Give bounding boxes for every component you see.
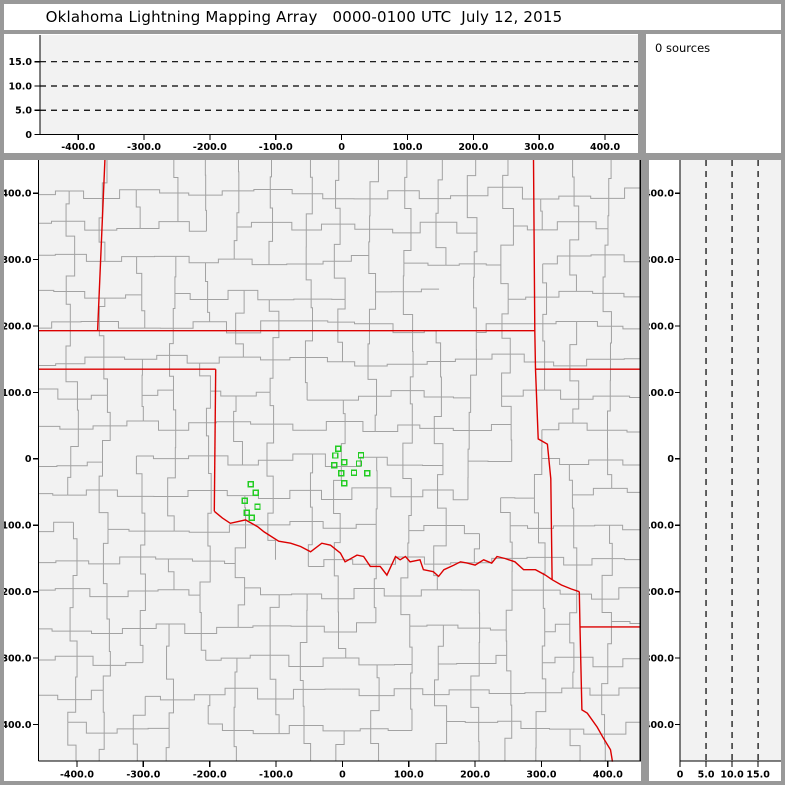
tick-label: 0 [677, 770, 684, 781]
tick-label: 100.0 [649, 388, 674, 399]
lightning-source-marker [364, 469, 371, 477]
tick-label: -400.0 [60, 770, 94, 781]
tick-label: 200.0 [460, 770, 490, 781]
lightning-source-marker [350, 469, 358, 476]
title-bar: Oklahoma Lightning Mapping Array 0000-01… [4, 4, 781, 30]
tick-label: -200.0 [649, 587, 674, 598]
plan-view-map-panel: 400.0 300.0 200.0 100.0 0 -100.0 -200.0 -300.0 -… [4, 160, 641, 781]
tick-label: 100.0 [394, 770, 424, 781]
lightning-source-marker [355, 460, 363, 467]
tick-label: 300.0 [4, 255, 32, 266]
tick-label: -200.0 [193, 770, 227, 781]
ns-altitude-plot-area[interactable] [680, 160, 781, 761]
tick-label: 0 [25, 130, 32, 141]
tick-label: 5.0 [698, 770, 715, 781]
tick-label: 0 [25, 454, 32, 465]
lightning-source-marker [330, 461, 338, 469]
lightning-source-marker [334, 445, 342, 453]
tick-label: -300.0 [4, 653, 32, 664]
lightning-source-marker [332, 452, 339, 459]
tick-label: 400.0 [593, 770, 623, 781]
tick-label: 300.0 [526, 770, 556, 781]
tick-label: 15.0 [9, 57, 33, 68]
page-title: Oklahoma Lightning Mapping Array 0000-01… [45, 8, 563, 26]
lightning-sources-layer [241, 445, 371, 522]
tick-label: 200.0 [649, 321, 674, 332]
source-count-label: 0 sources [655, 41, 711, 55]
lightning-source-marker [340, 480, 348, 487]
tick-label: -300.0 [126, 770, 160, 781]
tick-label: 10.0 [9, 81, 33, 92]
tick-label: 0 [338, 142, 345, 153]
lightning-source-marker [243, 509, 251, 516]
tick-label: 400.0 [649, 189, 674, 200]
ns-altitude-panel: 400.0 300.0 200.0 100.0 0 -100.0 -200.0 -300.0 -… [649, 160, 781, 781]
lightning-source-marker [252, 489, 259, 496]
plan-view-plot: 400.0 300.0 200.0 100.0 0 -100.0 -200.0 -300.0 -… [4, 160, 641, 781]
tick-label: -200.0 [4, 587, 32, 598]
lightning-source-marker [357, 452, 365, 459]
county-boundaries-layer [38, 160, 641, 761]
lightning-source-marker [254, 503, 261, 510]
red-river-ok-tx-border [213, 510, 553, 581]
tick-label: 10.0 [720, 770, 744, 781]
state-boundaries-layer [38, 160, 641, 762]
lightning-source-marker [340, 459, 348, 466]
ew-altitude-plot-area[interactable] [40, 35, 638, 135]
tick-label: -100.0 [4, 521, 32, 532]
tick-label: 100.0 [392, 142, 422, 153]
lightning-source-marker [248, 514, 255, 522]
tick-label: -200.0 [193, 142, 227, 153]
lightning-source-marker [241, 497, 249, 504]
tick-label: -100.0 [259, 142, 293, 153]
tick-label: 400.0 [590, 142, 620, 153]
tx-ar-la-border-94w [578, 591, 614, 762]
tick-label: -400.0 [61, 142, 95, 153]
tick-label: 200.0 [458, 142, 488, 153]
tick-label: 200.0 [4, 321, 32, 332]
tick-label: 0 [339, 770, 346, 781]
co-ks-border [96, 160, 106, 331]
lightning-source-marker [247, 481, 254, 488]
tick-label: 5.0 [15, 106, 32, 117]
tick-label: -300.0 [649, 653, 674, 664]
tick-label: -400.0 [649, 720, 674, 731]
tx-ar-red-river [551, 579, 580, 593]
oklahoma-west-border-100w [213, 369, 217, 512]
ew-altitude-panel: 0 5.0 10.0 15.0 -400.0 -300.0 -200.0 -100.0 0 100… [4, 34, 638, 153]
tick-label: -100.0 [649, 521, 674, 532]
lightning-source-marker [338, 470, 345, 477]
tick-label: 0 [667, 454, 674, 465]
plan-view-plot-area[interactable] [38, 160, 642, 761]
source-count-panel: 0 sources [646, 34, 781, 153]
tick-label: 300.0 [649, 255, 674, 266]
tick-label: 100.0 [4, 388, 32, 399]
ns-altitude-plot: 400.0 300.0 200.0 100.0 0 -100.0 -200.0 -300.0 -… [649, 160, 781, 781]
tick-label: 400.0 [4, 189, 32, 200]
ks-mo-ok-ar-border [532, 160, 553, 580]
tick-label: -300.0 [127, 142, 161, 153]
tick-label: -100.0 [259, 770, 293, 781]
tick-label: 15.0 [746, 770, 770, 781]
tick-label: -400.0 [4, 720, 32, 731]
ew-altitude-plot: 0 5.0 10.0 15.0 -400.0 -300.0 -200.0 -100.0 0 100… [9, 35, 638, 153]
tick-label: 300.0 [524, 142, 554, 153]
